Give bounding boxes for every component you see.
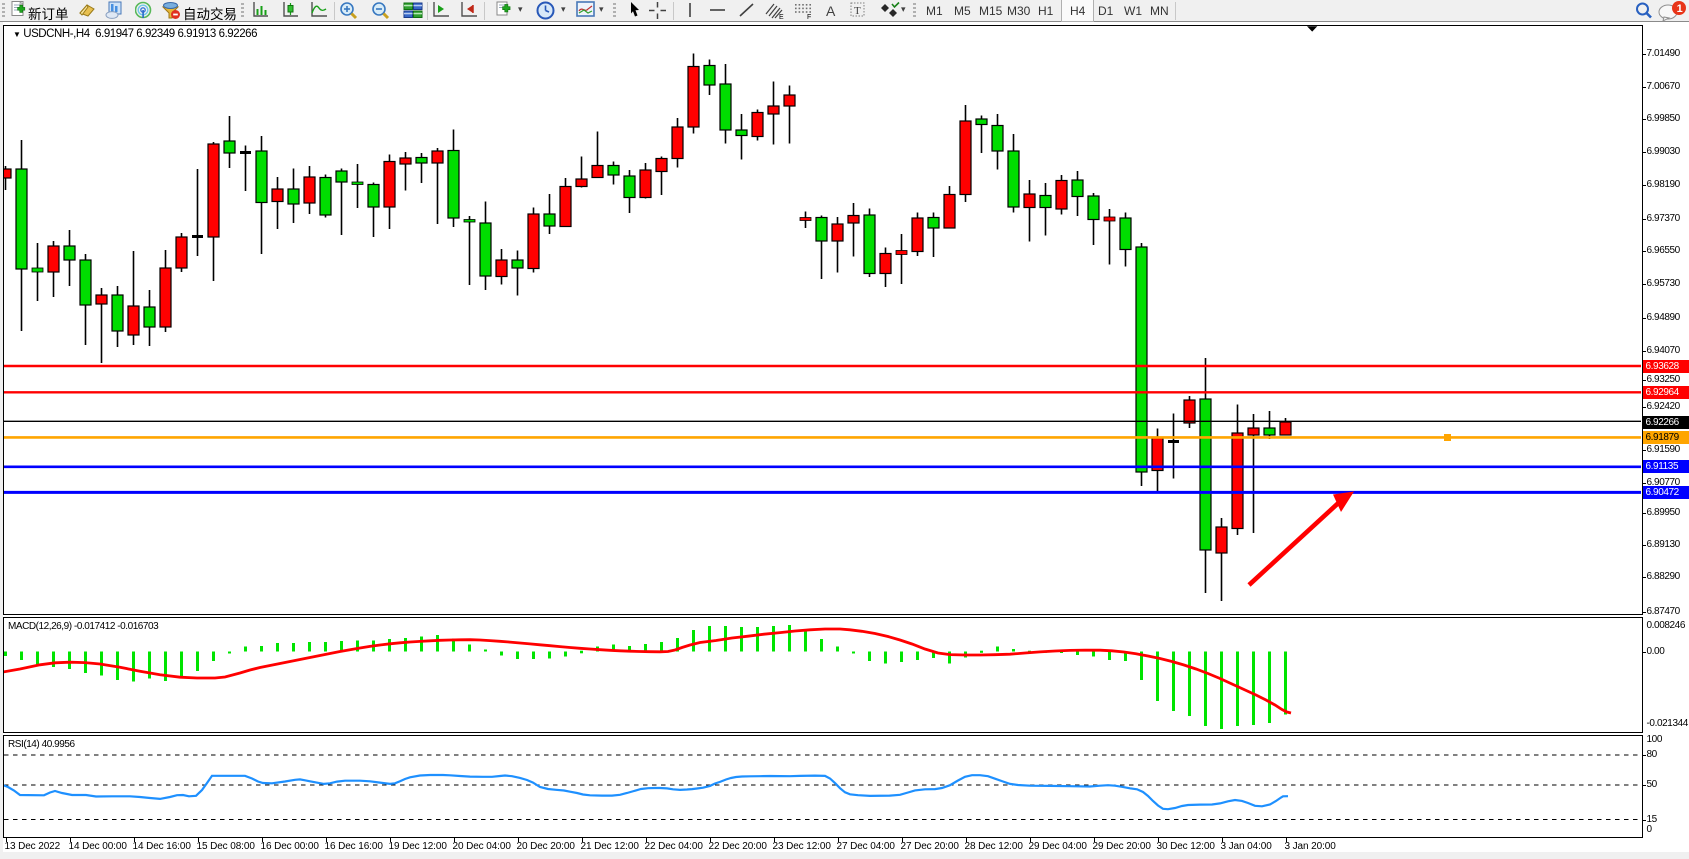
svg-text:F: F	[807, 14, 811, 20]
svg-text:E: E	[779, 14, 784, 20]
svg-text:1: 1	[1677, 3, 1683, 15]
svg-text:T: T	[854, 5, 861, 17]
